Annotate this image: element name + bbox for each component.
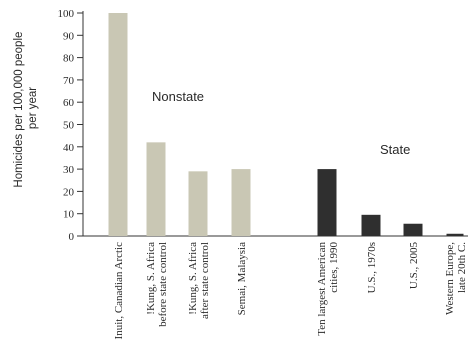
y-tick-label: 60 xyxy=(63,97,75,109)
y-tick-label: 70 xyxy=(63,75,75,87)
category-label-line: cities, 1990 xyxy=(328,242,340,293)
category-label: U.S., 1970s xyxy=(366,242,378,293)
y-tick-label: 30 xyxy=(63,164,75,176)
category-label: Semai, Malaysia xyxy=(236,242,248,315)
group-label-state: State xyxy=(380,142,410,157)
bar xyxy=(108,13,128,236)
bar xyxy=(446,233,464,236)
y-axis-title-line: per year xyxy=(27,87,39,129)
y-tick-label: 20 xyxy=(63,186,75,198)
y-tick-label: 50 xyxy=(63,120,75,132)
group-label-nonstate: Nonstate xyxy=(152,89,204,104)
category-label: Inuit, Canadian Arctic xyxy=(113,242,125,340)
category-label-line: Western Europe, xyxy=(444,242,456,315)
y-tick-label: 80 xyxy=(63,53,75,65)
category-label: !Kung, S. Africabefore state control xyxy=(145,242,169,327)
category-label-line: late 20th C. xyxy=(456,242,468,293)
bars-group xyxy=(108,13,464,236)
y-tick-label: 10 xyxy=(63,209,75,221)
category-label-line: Inuit, Canadian Arctic xyxy=(113,242,125,340)
bar xyxy=(188,171,208,236)
bar xyxy=(403,223,423,236)
y-tick-label: 100 xyxy=(58,8,75,20)
y-tick-label: 40 xyxy=(63,142,75,154)
y-tick-label: 90 xyxy=(63,30,75,42)
bar xyxy=(231,169,251,236)
category-label: Ten largest Americancities, 1990 xyxy=(316,242,340,336)
category-label: !Kung, S. Africaafter state control xyxy=(187,242,211,319)
category-label-line: Semai, Malaysia xyxy=(236,242,248,315)
category-labels-group: Inuit, Canadian Arctic !Kung, S. Africabe… xyxy=(113,242,468,340)
category-label-line: !Kung, S. Africa xyxy=(145,242,157,315)
category-label-line: after state control xyxy=(199,242,211,319)
y-tick-label: 0 xyxy=(69,231,75,243)
bar xyxy=(361,214,381,236)
y-axis-title: Homicides per 100,000 people per year xyxy=(13,28,39,187)
category-label-line: Ten largest American xyxy=(316,242,328,336)
bar xyxy=(317,169,337,236)
y-axis-title-line: Homicides per 100,000 people xyxy=(13,32,25,188)
category-label-line: U.S., 2005 xyxy=(408,242,420,290)
category-label-line: !Kung, S. Africa xyxy=(187,242,199,315)
category-label: Western Europe,late 20th C. xyxy=(444,242,468,315)
category-label: U.S., 2005 xyxy=(408,242,420,290)
category-label-line: U.S., 1970s xyxy=(366,242,378,293)
category-label-line: before state control xyxy=(157,242,169,327)
bar xyxy=(146,142,166,236)
